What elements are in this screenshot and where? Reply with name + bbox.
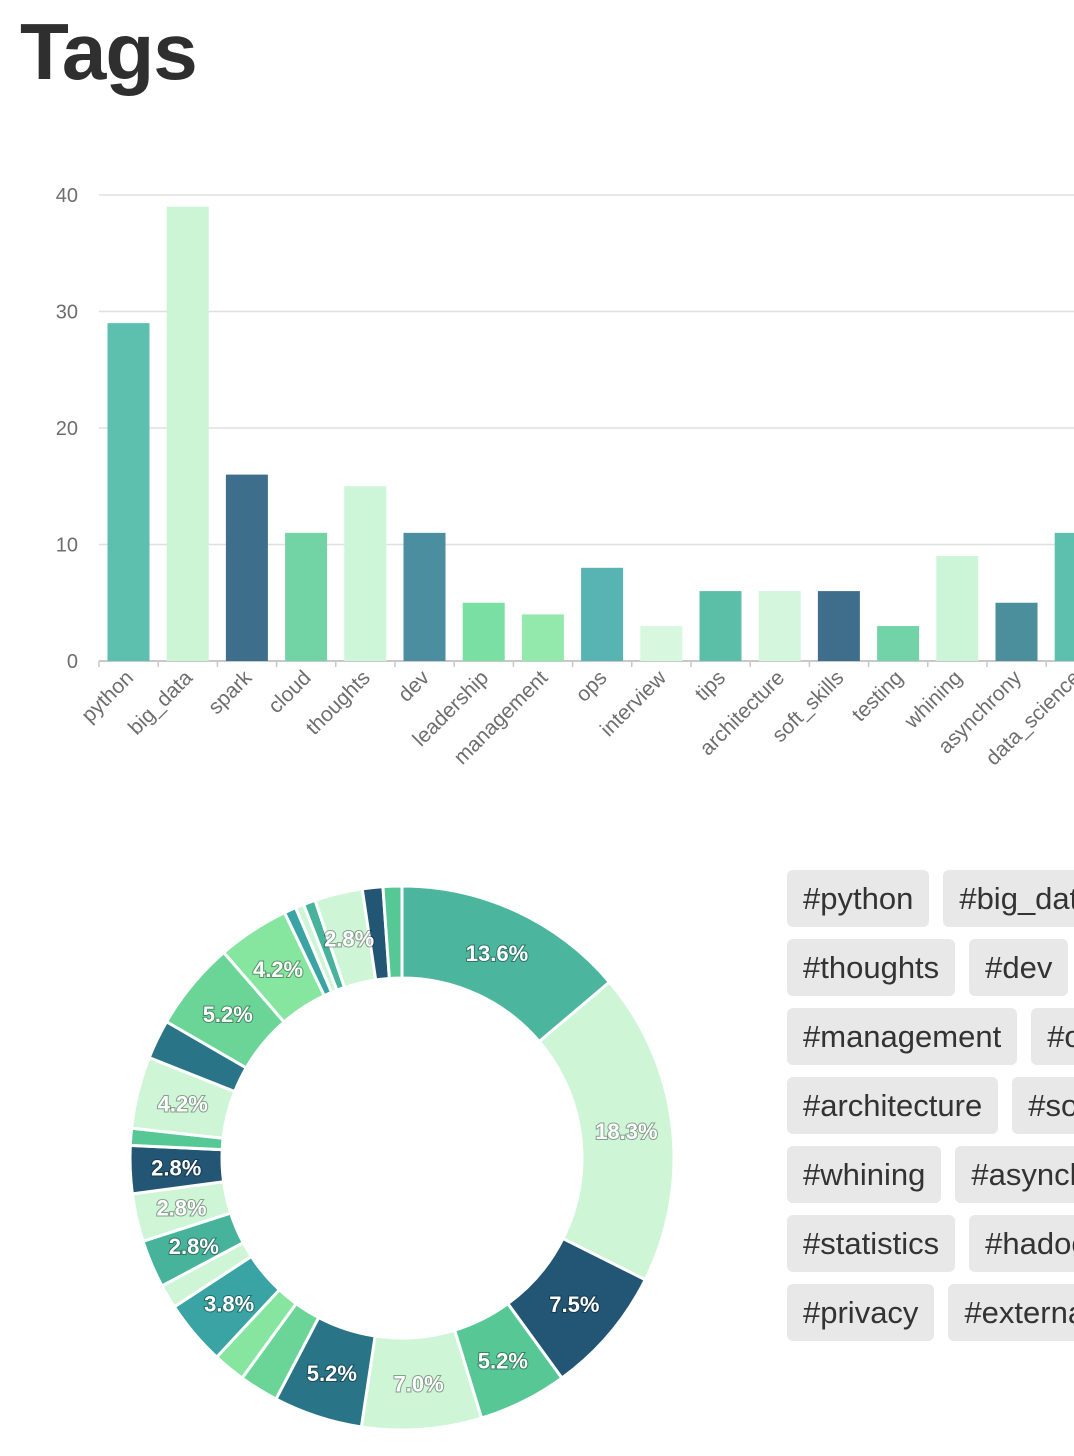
donut-slice-label: 13.6% bbox=[466, 941, 528, 966]
bar[interactable] bbox=[225, 474, 268, 661]
donut-labels: 13.6% 18.3% 7.5% 5.2% 7.0% 5.2% 3.8% 2.8% 2.8% 2.… bbox=[150, 925, 658, 1397]
x-tick-label: big_data bbox=[124, 666, 197, 739]
donut-slice-label: 2.8% bbox=[169, 1234, 219, 1259]
tag-row: #privacy#external bbox=[787, 1284, 1074, 1341]
donut-slice-label: 7.0% bbox=[393, 1371, 443, 1396]
y-tick-label: 10 bbox=[56, 535, 78, 557]
x-tick-label: tips bbox=[691, 666, 730, 705]
y-tick-label: 40 bbox=[56, 185, 78, 207]
tag-list: #python#big_data #thoughts#dev #management… bbox=[787, 870, 1074, 1350]
page-title: Tags bbox=[20, 7, 198, 96]
bar[interactable] bbox=[344, 486, 387, 661]
donut-slice-label: 5.2% bbox=[478, 1348, 528, 1373]
bar[interactable] bbox=[758, 591, 801, 661]
tag-chip[interactable]: #statistics bbox=[787, 1215, 956, 1272]
bar[interactable] bbox=[699, 591, 742, 661]
tag-chip[interactable]: #asynchrony bbox=[955, 1146, 1074, 1203]
donut-slice[interactable] bbox=[381, 884, 404, 981]
donut-slice-label: 7.5% bbox=[549, 1292, 599, 1317]
x-tick-label: cloud bbox=[264, 666, 316, 718]
tag-row: #statistics#hadoop bbox=[787, 1215, 1074, 1272]
bar[interactable] bbox=[877, 626, 920, 661]
bar[interactable] bbox=[285, 532, 328, 661]
y-tick-label: 0 bbox=[67, 651, 78, 673]
bar[interactable] bbox=[403, 532, 446, 661]
x-tick-label: dev bbox=[394, 666, 435, 707]
x-tick-label: spark bbox=[204, 666, 257, 719]
x-tick-label: thoughts bbox=[302, 666, 375, 739]
tag-chip[interactable]: #dev bbox=[969, 939, 1069, 996]
x-tick-label: ops bbox=[571, 666, 611, 706]
tag-chip[interactable]: #hadoop bbox=[969, 1215, 1074, 1272]
bar[interactable] bbox=[462, 602, 505, 661]
bar[interactable] bbox=[995, 602, 1038, 661]
tag-chip[interactable]: #soft_skills bbox=[1012, 1077, 1074, 1134]
donut-slice-label: 5.2% bbox=[307, 1361, 357, 1386]
tag-chip[interactable]: #big_data bbox=[943, 870, 1074, 927]
bar-chart-bars bbox=[107, 206, 1074, 661]
tag-chip[interactable]: #architecture bbox=[787, 1077, 999, 1134]
donut-slice-label: 18.3% bbox=[595, 1119, 657, 1144]
donut-slices bbox=[128, 884, 676, 1432]
donut-slice-label: 2.8% bbox=[156, 1196, 206, 1221]
donut-slice-label: 5.2% bbox=[203, 1002, 253, 1027]
tag-chip[interactable]: #whining bbox=[787, 1146, 942, 1203]
bar[interactable] bbox=[107, 323, 150, 661]
tag-chip[interactable]: #python bbox=[787, 870, 930, 927]
donut-slice-label: 3.8% bbox=[204, 1292, 254, 1317]
tag-share-donut-chart: 13.6% 18.3% 7.5% 5.2% 7.0% 5.2% 3.8% 2.8% 2.8% 2.… bbox=[128, 884, 676, 1432]
bar[interactable] bbox=[521, 614, 564, 661]
y-tick-label: 30 bbox=[56, 302, 78, 324]
donut-slice-label: 4.2% bbox=[158, 1091, 208, 1116]
tag-row: #thoughts #dev bbox=[787, 939, 1074, 996]
tag-chip[interactable]: #management bbox=[787, 1008, 1018, 1065]
donut-slice[interactable] bbox=[537, 979, 676, 1282]
tag-row: #management #ops bbox=[787, 1008, 1074, 1065]
donut-slice-label: 2.8% bbox=[151, 1156, 201, 1181]
bar[interactable] bbox=[166, 206, 209, 661]
donut-slice-label: 2.8% bbox=[324, 926, 374, 951]
tag-chip[interactable]: #external bbox=[948, 1284, 1074, 1341]
tag-row: #whining#asynchrony bbox=[787, 1146, 1074, 1203]
x-tick-label: testing bbox=[848, 666, 908, 726]
tag-row: #python#big_data bbox=[787, 870, 1074, 927]
bar[interactable] bbox=[936, 556, 979, 661]
x-tick-label: interview bbox=[596, 666, 671, 741]
y-tick-label: 20 bbox=[56, 418, 78, 440]
bar-chart-y-axis: 0 10 20 30 40 bbox=[56, 185, 78, 673]
tag-chip[interactable]: #ops bbox=[1031, 1008, 1074, 1065]
bar[interactable] bbox=[581, 567, 624, 661]
tag-row: #architecture#soft_skills bbox=[787, 1077, 1074, 1134]
tag-chip[interactable]: #privacy bbox=[787, 1284, 935, 1341]
donut-slice-label: 4.2% bbox=[253, 957, 303, 982]
bar[interactable] bbox=[1054, 532, 1074, 661]
tag-chip[interactable]: #thoughts bbox=[787, 939, 956, 996]
bar[interactable] bbox=[817, 591, 860, 661]
bar[interactable] bbox=[640, 626, 683, 661]
